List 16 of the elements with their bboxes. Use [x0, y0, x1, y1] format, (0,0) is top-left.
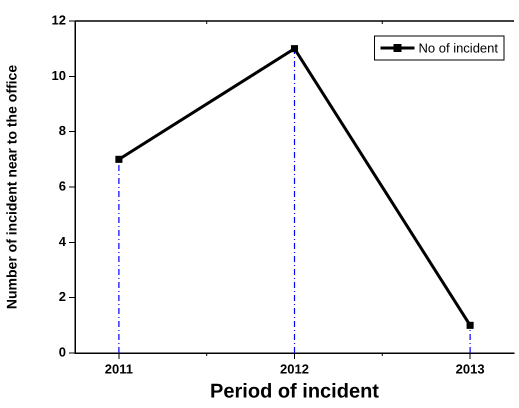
point: [290, 45, 298, 52]
x-tick-label: 2012: [280, 361, 309, 376]
x-tick-label: 2011: [104, 361, 133, 376]
y-tick-label: 8: [58, 123, 66, 138]
point: [115, 156, 122, 163]
y-tick-label: 2: [58, 289, 66, 304]
y-tick-label: 4: [58, 234, 67, 249]
x-tick-label: 2013: [456, 361, 485, 376]
y-tick-label: 12: [52, 12, 66, 28]
point: [466, 322, 474, 329]
x-axis-title: Period of incident: [210, 380, 380, 403]
y-tick-label: 6: [58, 178, 66, 194]
y-axis-title: Number of incident near to the office: [3, 64, 20, 310]
y-tick-label: 0: [58, 344, 66, 360]
legend-label: No of incident: [418, 40, 498, 56]
y-tick-label: 10: [52, 68, 66, 83]
